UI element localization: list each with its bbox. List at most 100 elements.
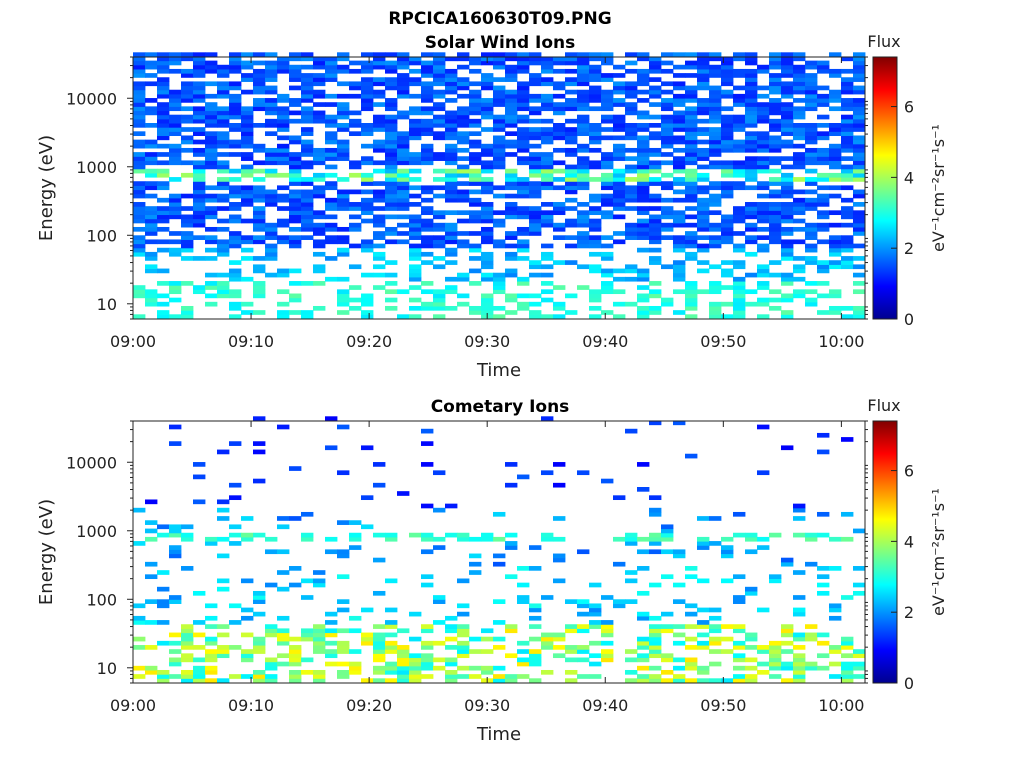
heatmap-cell [577, 56, 590, 62]
heatmap-cell [781, 310, 794, 315]
heatmap-cell [649, 102, 662, 107]
heatmap-cell [385, 106, 398, 112]
heatmap-cell [745, 214, 758, 220]
heatmap-cell [361, 314, 374, 319]
heatmap-cell [601, 285, 614, 290]
heatmap-cell [433, 177, 446, 182]
heatmap-cell [685, 603, 698, 609]
heatmap-cell [409, 56, 422, 62]
heatmap-cell [661, 222, 674, 228]
heatmap-cell [685, 118, 698, 124]
heatmap-cell [517, 474, 530, 480]
heatmap-cell [361, 177, 374, 182]
heatmap-cell [769, 135, 782, 141]
heatmap-cell [181, 310, 194, 315]
heatmap-cell [517, 276, 530, 282]
heatmap-cell [541, 98, 554, 103]
heatmap-cell [721, 301, 734, 307]
heatmap-cell [385, 81, 398, 87]
heatmap-cell [769, 231, 782, 236]
heatmap-cell [517, 114, 530, 120]
heatmap-cell [841, 89, 854, 95]
heatmap-cell [229, 314, 242, 319]
heatmap-cell [625, 268, 638, 274]
heatmap-cell [769, 106, 782, 112]
heatmap-cell [805, 106, 818, 112]
heatmap-cell [253, 85, 266, 91]
heatmap-cell [661, 98, 674, 103]
heatmap-cell [409, 276, 422, 282]
heatmap-cell [277, 549, 290, 555]
heatmap-cell [541, 636, 554, 642]
heatmap-cell [541, 214, 554, 220]
heatmap-cell [745, 89, 758, 95]
heatmap-cell [553, 177, 566, 182]
heatmap-cell [145, 206, 158, 211]
heatmap-cell [409, 214, 422, 220]
heatmap-cell [817, 222, 830, 228]
heatmap-cell [529, 222, 542, 228]
heatmap-cell [541, 222, 554, 228]
heatmap-cell [181, 532, 194, 538]
heatmap-cell [385, 68, 398, 74]
heatmap-cell [733, 210, 746, 216]
heatmap-cell [517, 185, 530, 191]
heatmap-cell [661, 118, 674, 124]
heatmap-cell [481, 73, 494, 78]
heatmap-cell [601, 185, 614, 191]
heatmap-cell [385, 272, 398, 278]
heatmap-cell [397, 135, 410, 141]
plot-frame-solar-wind [132, 56, 866, 320]
heatmap-cell [409, 60, 422, 66]
heatmap-cell [685, 143, 698, 149]
heatmap-cell [133, 60, 146, 66]
heatmap-cell [493, 118, 506, 124]
heatmap-cell [457, 139, 470, 145]
heatmap-cell [517, 243, 530, 249]
heatmap-cell [769, 226, 782, 232]
heatmap-cell [721, 135, 734, 141]
heatmap-cell [685, 206, 698, 211]
heatmap-cell [661, 127, 674, 132]
heatmap-cell [517, 52, 530, 57]
heatmap-cell [409, 118, 422, 124]
heatmap-cell [541, 64, 554, 70]
heatmap-cell [289, 566, 302, 571]
heatmap-cell [589, 127, 602, 132]
heatmap-cell [385, 147, 398, 153]
heatmap-cell [229, 139, 242, 145]
heatmap-cell [553, 260, 566, 265]
heatmap-cell [709, 89, 722, 95]
heatmap-cell [553, 210, 566, 216]
heatmap-cell [757, 193, 770, 199]
heatmap-cell [397, 239, 410, 245]
heatmap-cell [685, 256, 698, 261]
heatmap-cell [673, 177, 686, 182]
heatmap-cell [769, 127, 782, 132]
heatmap-cell [229, 235, 242, 240]
heatmap-cell [613, 64, 626, 70]
heatmap-cell [661, 653, 674, 659]
heatmap-cell [745, 172, 758, 178]
heatmap-cell [805, 168, 818, 174]
heatmap-cell [241, 532, 254, 538]
heatmap-cell [661, 160, 674, 166]
heatmap-cell [385, 123, 398, 128]
heatmap-cell [373, 81, 386, 87]
heatmap-cell [457, 603, 470, 609]
heatmap-cell [709, 285, 722, 290]
heatmap-cell [589, 177, 602, 182]
heatmap-cell [433, 68, 446, 74]
heatmap-cell [781, 106, 794, 112]
heatmap-cell [841, 102, 854, 107]
heatmap-cell [733, 624, 746, 629]
heatmap-cell [805, 81, 818, 87]
heatmap-cell [673, 599, 686, 604]
heatmap-cell [721, 68, 734, 74]
heatmap-cell [325, 131, 338, 137]
heatmap-cell [505, 256, 518, 261]
heatmap-cell [181, 139, 194, 145]
heatmap-cell [529, 56, 542, 62]
heatmap-cell [241, 114, 254, 120]
heatmap-cell [805, 260, 818, 265]
